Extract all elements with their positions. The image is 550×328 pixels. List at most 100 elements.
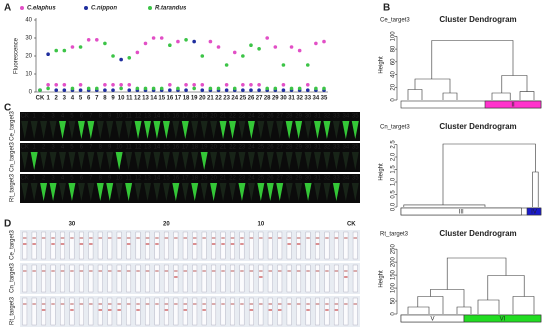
x-tick-label: 16	[166, 96, 173, 102]
strip	[211, 264, 217, 293]
gel-well	[266, 183, 274, 201]
point	[289, 45, 294, 49]
gel-well	[210, 121, 218, 139]
x-tick-label: 35	[321, 96, 328, 102]
gel-well	[314, 121, 321, 139]
lane-label: 16	[172, 176, 179, 182]
gel-well	[115, 121, 123, 139]
gel-well	[247, 121, 255, 139]
strip	[286, 297, 292, 326]
lane-label: 18	[191, 145, 198, 151]
gel-well	[323, 152, 331, 170]
gel-well	[257, 121, 265, 139]
lane-label: 1	[32, 176, 36, 182]
lane-label: 16	[172, 114, 179, 120]
point	[184, 83, 188, 87]
strip	[324, 264, 330, 293]
legend-marker	[84, 6, 88, 10]
strip	[126, 297, 132, 326]
x-tick-label: 27	[256, 96, 263, 102]
strip	[192, 231, 198, 260]
strip	[41, 297, 47, 326]
lane-label: 10	[116, 145, 123, 151]
y-tick-label: 150	[391, 269, 397, 280]
strip	[333, 297, 339, 326]
lane-label: 13	[144, 145, 151, 151]
strip	[211, 297, 217, 326]
lane-label: 19	[201, 176, 208, 182]
branch	[414, 78, 451, 93]
gel-well	[276, 152, 284, 170]
point	[224, 88, 229, 92]
gel-well	[21, 152, 29, 170]
lane-label: 1	[32, 114, 36, 120]
gel-well	[49, 183, 57, 201]
lane-label: 1	[32, 145, 36, 151]
point	[241, 88, 245, 92]
gel-well	[153, 183, 161, 201]
point	[78, 45, 83, 49]
x-tick-label: 5	[79, 96, 83, 102]
point	[103, 41, 107, 46]
point	[305, 83, 310, 87]
point	[281, 88, 286, 92]
gel-well	[295, 121, 303, 139]
lane-label: 16	[172, 145, 179, 151]
branch	[501, 75, 528, 93]
gel-well	[247, 183, 255, 201]
y-tick-label: 20	[25, 54, 32, 60]
point	[281, 83, 286, 87]
gel-well	[200, 121, 208, 139]
lane-label: CK	[21, 114, 29, 120]
point	[257, 88, 261, 92]
point	[273, 86, 278, 91]
strip	[343, 264, 349, 293]
row-label: Ce_target3	[10, 110, 16, 140]
strip	[135, 231, 141, 260]
gel-well	[351, 183, 359, 201]
gel-well	[229, 121, 236, 139]
strip	[173, 231, 179, 260]
strip	[352, 264, 358, 293]
lane-label: 13	[144, 114, 151, 120]
strip	[352, 231, 358, 260]
branch	[477, 299, 500, 314]
gel-well	[115, 152, 123, 170]
lane-label: 21	[220, 145, 227, 151]
strip-image	[20, 296, 360, 327]
row-label: Rt_target3	[10, 296, 16, 325]
gel-well	[49, 152, 57, 170]
point	[46, 86, 50, 91]
group-label: II	[511, 102, 515, 108]
point	[200, 88, 205, 92]
gel-well	[219, 152, 227, 170]
lane-label: 5	[70, 145, 74, 151]
strip	[154, 231, 160, 260]
gel-well	[200, 152, 208, 170]
y-tick-label: 250	[391, 244, 397, 255]
group-label: VI	[500, 316, 506, 322]
gel-well	[40, 121, 48, 139]
point	[54, 88, 59, 92]
point	[314, 41, 318, 46]
lane-label: 25	[257, 145, 264, 151]
point	[78, 88, 83, 92]
y-axis-label: Height	[379, 163, 385, 181]
lane-label: 30	[305, 114, 312, 120]
row-label: Ce_target3	[10, 229, 16, 259]
y-tick-label: 40	[391, 71, 397, 78]
point	[184, 88, 188, 92]
point	[224, 63, 229, 67]
gel-well	[144, 152, 151, 170]
gel-well	[351, 152, 359, 170]
gel-well	[332, 152, 340, 170]
panel-label: D	[4, 219, 11, 230]
branch	[446, 257, 507, 290]
lane-label: 32	[324, 114, 331, 120]
lane-label: 13	[144, 176, 151, 182]
y-tick-label: 0	[29, 90, 33, 96]
point	[143, 41, 148, 46]
lane-label: 6	[80, 176, 84, 182]
point	[322, 86, 326, 91]
point	[208, 39, 213, 44]
